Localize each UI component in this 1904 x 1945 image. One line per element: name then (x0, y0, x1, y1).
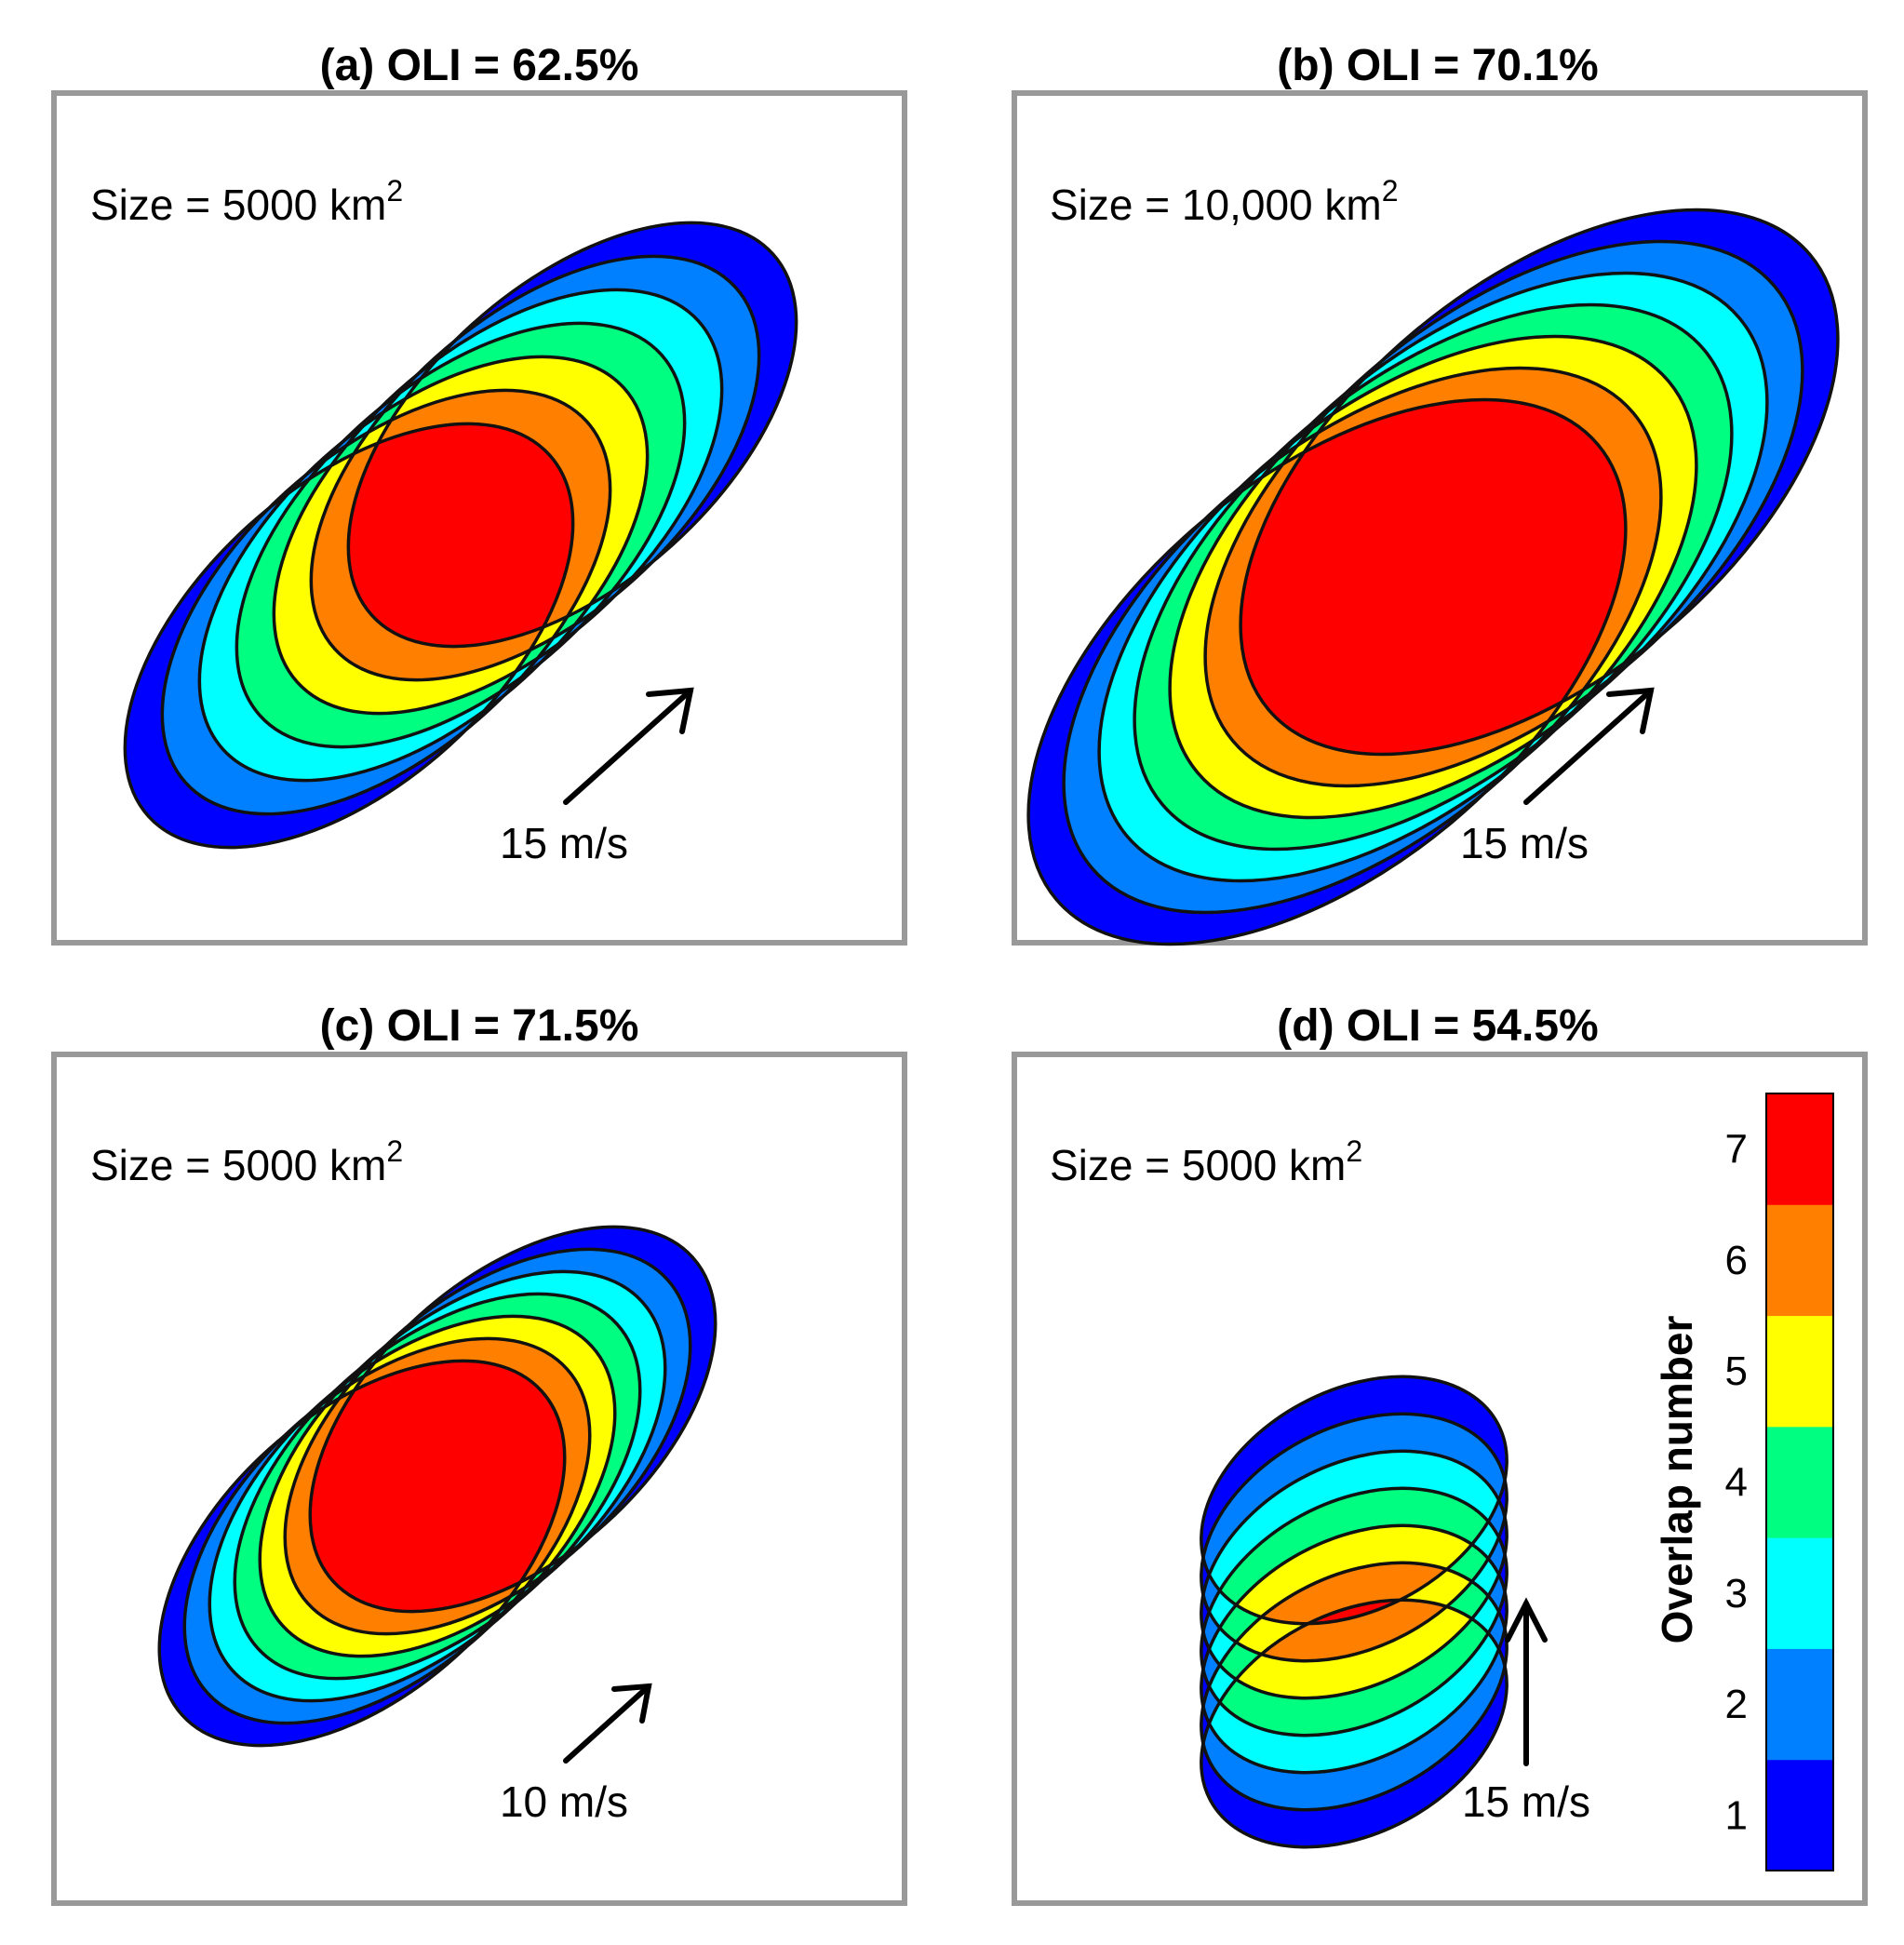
colorbar-tick-2: 2 (1725, 1682, 1748, 1727)
panel-c-size-sup: 2 (386, 1134, 403, 1168)
colorbar-tick-5: 5 (1725, 1348, 1748, 1394)
panel-a-size-label: Size = 5000 km2 (90, 174, 403, 229)
panel-c-size-text: Size = 5000 km (90, 1141, 386, 1189)
panel-b: (b) OLI = 70.1% Size = 10,000 km2 15 m/s (1012, 41, 1868, 946)
panel-b-size-label: Size = 10,000 km2 (1050, 174, 1399, 229)
panel-d-size-text: Size = 5000 km (1050, 1141, 1346, 1189)
panel-d-overlap-swath-outline-5 (1200, 1449, 1508, 1700)
panel-a-overlap-swath-outline-6 (309, 254, 761, 682)
panel-d-overlap-swath-outline-7 (1200, 1375, 1508, 1626)
colorbar-tick-6: 6 (1725, 1238, 1748, 1283)
panel-a-size-text: Size = 5000 km (90, 181, 386, 229)
colorbar-swatch-3 (1766, 1537, 1833, 1649)
panel-b-overlap-swath-outline-7 (1239, 208, 1840, 757)
panel-c-speed-label: 10 m/s (500, 1777, 628, 1826)
panel-a-overlap-swath-outline-2 (160, 388, 612, 816)
colorbar-tick-1: 1 (1725, 1792, 1748, 1838)
colorbar-tick-3: 3 (1725, 1571, 1748, 1616)
panel-d-overlap-swath-outline-6 (1200, 1412, 1508, 1663)
panel-c-size-label: Size = 5000 km2 (90, 1134, 403, 1189)
panel-b-size-text: Size = 10,000 km (1050, 181, 1382, 229)
colorbar-swatch-7 (1766, 1093, 1833, 1205)
panel-b-size-sup: 2 (1382, 174, 1399, 208)
panel-d-speed-label: 15 m/s (1462, 1777, 1590, 1826)
panel-a-title: (a) OLI = 62.5% (320, 41, 639, 90)
panel-d-overlap-swath (1200, 1375, 1508, 1849)
colorbar-swatch-1 (1766, 1759, 1833, 1871)
panel-c-overlap-swath-outline-7 (308, 1225, 717, 1614)
panel-c: (c) OLI = 71.5% Size = 5000 km2 10 m/s (51, 1001, 907, 1906)
colorbar-swatch-5 (1766, 1315, 1833, 1428)
panel-a: (a) OLI = 62.5% Size = 5000 km2 15 m/s (51, 41, 907, 946)
panel-d-size-label: Size = 5000 km2 (1050, 1134, 1362, 1189)
overlap-colorbar: 1 2 3 4 5 6 7 (1725, 1093, 1834, 1871)
panel-b-wind-arrow (1523, 687, 1655, 805)
panel-d-overlap-swath-outline-3 (1200, 1523, 1508, 1775)
panel-d-wind-arrow (1505, 1597, 1548, 1766)
panel-a-overlap-swath-outline-1 (123, 422, 575, 850)
colorbar-tick-7: 7 (1725, 1127, 1748, 1173)
panel-a-overlap-swath-outline-7 (346, 221, 798, 649)
colorbar-label: Overlap number (1653, 1316, 1701, 1644)
panel-d-overlap-swath-outline-2 (1200, 1561, 1508, 1812)
panel-a-overlap-swath-outline-4 (235, 321, 687, 749)
panel-c-title: (c) OLI = 71.5% (320, 1001, 639, 1051)
panel-d-size-sup: 2 (1346, 1134, 1362, 1168)
panel-a-size-sup: 2 (386, 174, 403, 208)
panel-a-overlap-swath-outline-3 (197, 355, 650, 783)
panel-d-overlap-swath-outline-1 (1200, 1598, 1508, 1849)
panel-d-title: (d) OLI = 54.5% (1277, 1001, 1598, 1051)
panel-d-overlap-swath-outline-4 (1200, 1486, 1508, 1737)
panel-c-overlap-swath (157, 1225, 717, 1748)
panel-a-overlap-swath (123, 221, 798, 850)
colorbar-swatch-4 (1766, 1426, 1833, 1538)
panel-c-wind-arrow (563, 1683, 652, 1764)
panel-a-speed-label: 15 m/s (500, 819, 628, 867)
panel-a-overlap-swath-outline-5 (272, 288, 724, 716)
colorbar-swatch-6 (1766, 1204, 1833, 1317)
panel-d: (d) OLI = 54.5% Size = 5000 km2 15 m/s 1… (1012, 1001, 1868, 1906)
panel-a-wind-arrow (563, 687, 694, 805)
colorbar-tick-4: 4 (1725, 1460, 1748, 1506)
colorbar-swatch-2 (1766, 1648, 1833, 1761)
panel-b-overlap-swath (1026, 208, 1840, 946)
colorbar-border (1765, 1093, 1834, 1871)
panel-b-title: (b) OLI = 70.1% (1277, 41, 1598, 90)
panel-b-speed-label: 15 m/s (1460, 819, 1589, 867)
